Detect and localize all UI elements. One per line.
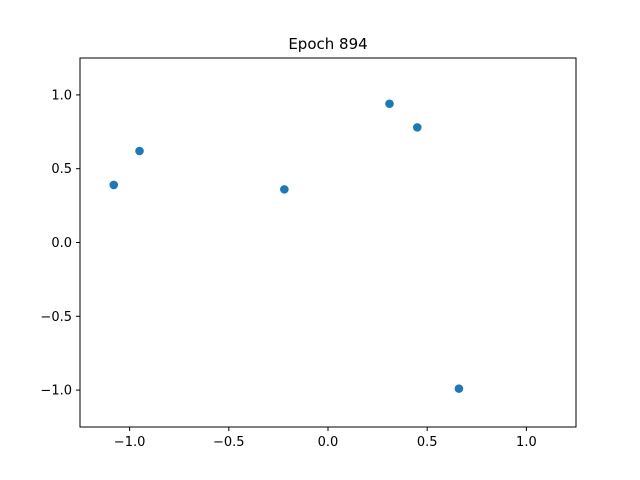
y-tick-label: 1.0	[51, 88, 72, 103]
y-tick-label: 0.0	[51, 236, 72, 251]
chart-title: Epoch 894	[288, 35, 367, 53]
data-point	[412, 123, 422, 132]
data-point	[109, 180, 119, 190]
data-point	[454, 384, 464, 393]
x-tick-label: −1.0	[114, 435, 146, 450]
plot-frame	[79, 57, 577, 428]
y-tick-label: −0.5	[40, 310, 72, 325]
data-point	[385, 99, 394, 109]
plot-area: −1.0 −0.5 0.0 0.5 1.0 −1.0 −0.5 0.0 0.5 1.0	[40, 57, 577, 450]
y-tick-label: −1.0	[40, 384, 72, 399]
data-point	[135, 146, 144, 156]
y-tick-label: 0.5	[51, 162, 72, 177]
x-tick-label: −0.5	[213, 435, 245, 450]
data-point	[280, 185, 289, 194]
x-tick-label: 0.0	[318, 435, 339, 450]
x-tick-label: 1.0	[516, 435, 537, 450]
x-tick-label: 0.5	[417, 435, 438, 450]
